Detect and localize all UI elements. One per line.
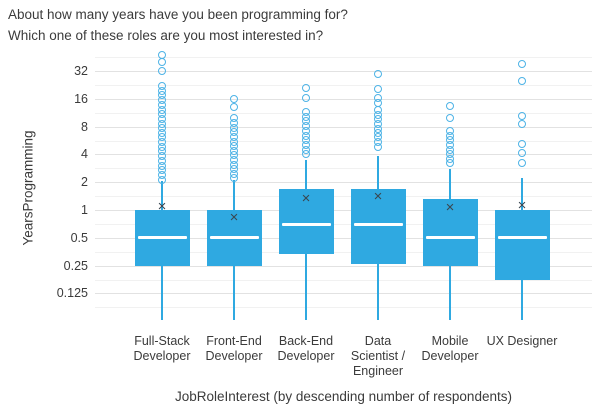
outlier-point-front-end-developer: [230, 174, 238, 183]
x-tick-label-line: Mobile: [431, 334, 469, 348]
y-tick-label: 0.25: [63, 258, 88, 273]
x-tick-label-front-end-developer: Front-End Developer: [187, 334, 281, 364]
x-tick-label-line: Developer: [205, 349, 263, 363]
outlier-point-mobile-developer: [446, 159, 454, 168]
gridline-major: [95, 293, 592, 294]
outlier-point-front-end-developer: [230, 95, 238, 104]
outlier-point-ux-designer: [518, 159, 526, 168]
x-tick-label-data-scientist-engineer: Data Scientist / Engineer: [331, 334, 425, 379]
box-ux-designer: [495, 210, 550, 280]
mean-marker-back-end-developer: ×: [301, 189, 311, 207]
outlier-point-back-end-developer: [302, 83, 310, 92]
x-tick-label-line: Full-Stack: [134, 334, 190, 348]
y-tick-label: 0.5: [70, 230, 88, 245]
y-tick-label: 1: [81, 203, 88, 217]
gridline-major: [95, 182, 592, 183]
box-back-end-developer: [279, 188, 334, 255]
mean-marker-front-end-developer: ×: [229, 208, 239, 226]
outlier-point-ux-designer: [518, 76, 526, 85]
outlier-point-full-stack-developer: [158, 176, 166, 185]
box-data-scientist-engineer: [351, 188, 406, 264]
median-line-front-end-developer: [210, 236, 259, 240]
mean-marker-mobile-developer: ×: [445, 199, 455, 217]
outlier-point-ux-designer: [518, 149, 526, 158]
outlier-point-mobile-developer: [446, 114, 454, 123]
gridline-major: [95, 127, 592, 128]
gridline-minor: [95, 85, 592, 86]
y-tick-label: 4: [81, 147, 88, 162]
gridline-minor: [95, 168, 592, 169]
mean-marker-full-stack-developer: ×: [157, 198, 167, 216]
outlier-point-ux-designer: [518, 120, 526, 129]
x-tick-label-line: Developer: [277, 349, 335, 363]
x-tick-label-line: Developer: [133, 349, 191, 363]
x-tick-label-line: Developer: [421, 349, 479, 363]
median-line-data-scientist-engineer: [354, 222, 403, 226]
outlier-point-back-end-developer: [302, 93, 310, 102]
median-line-mobile-developer: [426, 236, 475, 240]
gridline-minor: [95, 196, 592, 197]
outlier-point-mobile-developer: [446, 101, 454, 110]
x-tick-label-line: Scientist /: [350, 349, 406, 363]
gridline-minor: [95, 224, 592, 225]
chart-title-line2: Which one of these roles are you most in…: [8, 28, 324, 43]
gridline-major: [95, 266, 592, 267]
x-tick-label-line: Data: [364, 334, 392, 348]
outlier-point-ux-designer: [518, 139, 526, 148]
box-mobile-developer: [423, 199, 478, 266]
x-tick-label-ux-designer: UX Designer: [475, 334, 569, 349]
mean-marker-data-scientist-engineer: ×: [373, 188, 383, 206]
chart-title: About how many years have you been progr…: [8, 4, 348, 46]
x-tick-label-line: Engineer: [352, 364, 404, 378]
y-tick-label: 2: [81, 175, 88, 190]
x-tick-label-mobile-developer: Mobile Developer: [403, 334, 497, 364]
x-tick-label-line: Back-End: [278, 334, 334, 348]
gridline-minor: [95, 113, 592, 114]
gridline-minor: [95, 252, 592, 253]
outlier-point-back-end-developer: [302, 150, 310, 159]
gridline-minor: [95, 57, 592, 58]
outlier-point-data-scientist-engineer: [374, 143, 382, 152]
gridline-major: [95, 71, 592, 72]
y-tick-label: 8: [81, 119, 88, 134]
y-tick-label: 16: [74, 91, 88, 106]
gridline-major: [95, 99, 592, 100]
median-line-full-stack-developer: [138, 236, 187, 240]
x-tick-label-line: UX Designer: [486, 334, 558, 348]
median-line-back-end-developer: [282, 222, 331, 226]
x-axis-title: JobRoleInterest (by descending number of…: [175, 389, 512, 404]
median-line-ux-designer: [498, 236, 547, 240]
outlier-point-ux-designer: [518, 112, 526, 121]
y-tick-label: 32: [74, 64, 88, 78]
x-tick-label-line: Front-End: [206, 334, 262, 348]
gridline-minor: [95, 280, 592, 281]
x-tick-label-back-end-developer: Back-End Developer: [259, 334, 353, 364]
outlier-point-front-end-developer: [230, 103, 238, 112]
outlier-point-ux-designer: [518, 60, 526, 69]
outlier-point-full-stack-developer: [158, 67, 166, 75]
gridline-major: [95, 154, 592, 155]
outlier-point-data-scientist-engineer: [374, 84, 382, 93]
x-tick-label-full-stack-developer: Full-Stack Developer: [115, 334, 209, 364]
mean-marker-ux-designer: ×: [517, 197, 527, 215]
y-tick-label: 0.125: [56, 286, 88, 301]
gridline-minor: [95, 141, 592, 142]
outlier-point-data-scientist-engineer: [374, 69, 382, 78]
gridline-major: [95, 210, 592, 211]
gridline-minor: [95, 307, 592, 308]
outlier-point-full-stack-developer: [158, 58, 166, 67]
gridline-major: [95, 238, 592, 239]
chart-title-line1: About how many years have you been progr…: [8, 7, 348, 22]
